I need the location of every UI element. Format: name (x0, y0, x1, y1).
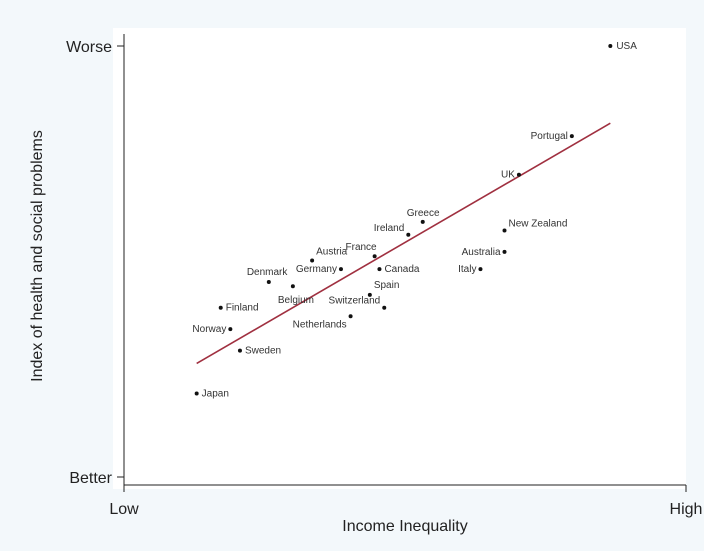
data-point-label: USA (616, 41, 637, 52)
data-point (406, 232, 411, 237)
data-point-label: Portugal (531, 131, 568, 142)
data-point-label: Greece (407, 208, 440, 219)
data-point-label: France (346, 242, 378, 253)
data-point-label: Switzerland (329, 296, 381, 307)
data-point-label: Germany (296, 264, 337, 275)
data-point-label: Austria (316, 247, 348, 258)
data-point-label: Spain (374, 280, 400, 291)
data-point (502, 228, 507, 233)
data-point-label: Netherlands (293, 319, 347, 330)
data-point-label: Ireland (374, 223, 405, 234)
data-point (382, 305, 387, 310)
data-point (372, 254, 377, 259)
data-point-label: Canada (384, 264, 419, 275)
data-point-label: Belgium (278, 295, 314, 306)
data-point (218, 305, 223, 310)
data-point-label: Sweden (245, 346, 281, 357)
x-tick-label: Low (109, 501, 139, 518)
data-point-label: Japan (202, 388, 229, 399)
data-point (310, 258, 315, 263)
data-point (266, 279, 271, 284)
data-point (237, 348, 242, 353)
data-point-label: Norway (192, 324, 226, 335)
data-point (228, 327, 233, 332)
data-point (420, 219, 425, 224)
data-point (502, 249, 507, 254)
data-point-label: UK (501, 170, 515, 181)
data-point (377, 267, 382, 272)
data-point-label: New Zealand (509, 218, 568, 229)
data-point (569, 134, 574, 139)
y-tick-label: Worse (66, 39, 112, 56)
data-point-label: Australia (462, 247, 501, 258)
data-point-label: Denmark (247, 267, 289, 278)
y-axis-title: Index of health and social problems (29, 130, 46, 382)
trend-line (196, 122, 611, 365)
data-point-label: Italy (458, 264, 476, 275)
data-point (348, 314, 353, 319)
data-point (338, 267, 343, 272)
data-point (367, 292, 372, 297)
plot-background (113, 28, 686, 489)
data-point (516, 172, 521, 177)
data-point (194, 391, 199, 396)
y-tick-label: Better (69, 470, 112, 487)
data-point (478, 267, 483, 272)
x-tick-label: High (670, 501, 703, 518)
data-point-label: Finland (226, 303, 259, 314)
data-point (290, 284, 295, 289)
data-point (608, 44, 613, 48)
x-axis-title: Income Inequality (342, 518, 467, 535)
